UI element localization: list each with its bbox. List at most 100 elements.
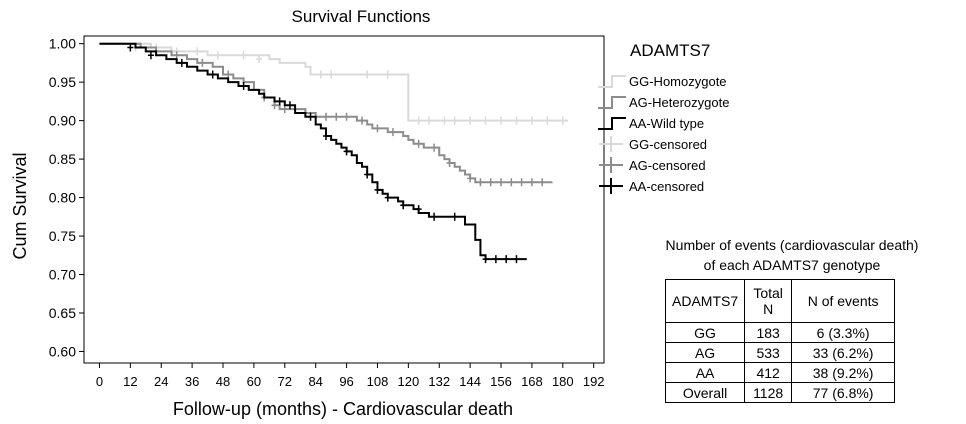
censor-mark-aa-wild-type <box>127 43 134 52</box>
censor-mark-ag-heterozygote <box>333 112 340 121</box>
y-tick-label: 0.70 <box>49 267 76 283</box>
censor-mark-ag-heterozygote <box>446 158 453 167</box>
x-tick-label: 48 <box>216 374 230 389</box>
x-tick-label: 168 <box>521 374 543 389</box>
censor-mark-ag-heterozygote <box>343 112 350 121</box>
censor-mark-aa-wild-type <box>178 58 185 67</box>
x-tick-label: 132 <box>428 374 450 389</box>
y-tick-label: 0.85 <box>49 151 76 167</box>
censor-mark-gg-homozygote <box>214 51 221 60</box>
genotype-cell: AG <box>664 342 746 363</box>
events-table-title: Number of events (cardiovascular death) … <box>618 235 966 275</box>
legend-label: AG-censored <box>629 158 706 173</box>
y-tick-label: 0.75 <box>49 228 76 244</box>
censor-mark-gg-homozygote <box>498 116 505 125</box>
series-layer <box>99 42 568 264</box>
censor-mark-ag-heterozygote <box>322 112 329 121</box>
censor-mark-aa-wild-type <box>374 185 381 194</box>
censor-mark-aa-wild-type <box>482 255 489 264</box>
x-axis-label: Follow-up (months) - Cardiovascular deat… <box>173 399 513 419</box>
x-tick-label: 36 <box>185 374 199 389</box>
y-tick-label: 0.60 <box>49 343 76 359</box>
censor-mark-ag-heterozygote <box>374 124 381 133</box>
legend: ADAMTS7 GG-Homozygote AG-Heterozygote AA-W… <box>598 41 729 194</box>
legend-censor-marker <box>599 136 623 152</box>
censor-mark-aa-wild-type <box>209 70 216 79</box>
events-title-line-2: of each ADAMTS7 genotype <box>703 257 881 273</box>
events-header-row: ADAMTS7 Total N N of events <box>664 279 896 323</box>
table-row: AA 412 38 (9.2%) <box>664 362 896 383</box>
censor-mark-gg-homozygote <box>240 51 247 60</box>
events-table: ADAMTS7 Total N N of events GG 183 6 (3.… <box>664 279 896 403</box>
censor-mark-ag-heterozygote <box>271 101 278 110</box>
legend-censor-marker <box>599 157 623 173</box>
table-row: Overall 1128 77 (6.8%) <box>664 382 896 403</box>
legend-title: ADAMTS7 <box>630 41 710 60</box>
y-tick-label: 0.95 <box>49 74 76 90</box>
censor-mark-ag-heterozygote <box>415 139 422 148</box>
censor-mark-gg-homozygote <box>451 116 458 125</box>
censor-mark-gg-homozygote <box>194 47 201 56</box>
censor-mark-aa-wild-type <box>431 212 438 221</box>
legend-label: GG-Homozygote <box>629 74 727 89</box>
x-tick-label: 72 <box>278 374 292 389</box>
censor-mark-aa-wild-type <box>492 255 499 264</box>
censor-mark-aa-wild-type <box>364 170 371 179</box>
censor-mark-gg-homozygote <box>256 55 263 64</box>
genotype-cell: GG <box>664 322 746 343</box>
censor-mark-gg-homozygote <box>364 70 371 79</box>
censor-mark-aa-wild-type <box>513 255 520 264</box>
y-tick-label: 0.65 <box>49 305 76 321</box>
censor-mark-ag-heterozygote <box>528 178 535 187</box>
censor-mark-aa-wild-type <box>307 112 314 121</box>
legend-label: GG-censored <box>629 137 707 152</box>
censor-mark-aa-wild-type <box>322 132 329 141</box>
x-tick-label: 96 <box>339 374 353 389</box>
x-tick-label: 60 <box>247 374 261 389</box>
x-tick-label: 120 <box>398 374 420 389</box>
legend-label: AA-censored <box>629 179 704 194</box>
legend-label: AA-Wild type <box>629 116 704 131</box>
censor-mark-aa-wild-type <box>400 201 407 210</box>
header-n-events: N of events <box>791 279 896 323</box>
x-tick-label: 192 <box>583 374 605 389</box>
censor-mark-gg-homozygote <box>317 70 324 79</box>
chart-title: Survival Functions <box>292 7 431 26</box>
censor-mark-ag-heterozygote <box>173 51 180 60</box>
x-tick-label: 24 <box>154 374 168 389</box>
censor-mark-gg-homozygote <box>482 116 489 125</box>
x-tick-label: 84 <box>308 374 322 389</box>
censor-mark-ag-heterozygote <box>477 178 484 187</box>
x-tick-label: 156 <box>490 374 512 389</box>
censor-mark-gg-homozygote <box>425 116 432 125</box>
total-n-cell: 533 <box>744 342 793 363</box>
genotype-cell: Overall <box>664 382 746 403</box>
total-n-cell: 412 <box>744 362 793 383</box>
series-line-gg-homozygote <box>99 42 568 122</box>
censor-mark-ag-heterozygote <box>508 178 515 187</box>
censor-mark-gg-homozygote <box>441 116 448 125</box>
censor-mark-gg-homozygote <box>328 70 335 79</box>
events-cell: 38 (9.2%) <box>791 362 896 383</box>
legend-line-marker <box>598 96 626 109</box>
series-line-aa-wild-type <box>99 42 527 261</box>
header-total-n: Total N <box>744 279 793 323</box>
x-tick-label: 144 <box>459 374 481 389</box>
x-tick-label: 12 <box>123 374 137 389</box>
x-tick-label: 0 <box>96 374 103 389</box>
censor-mark-ag-heterozygote <box>225 70 232 79</box>
censor-mark-gg-homozygote <box>528 116 535 125</box>
genotype-cell: AA <box>664 362 746 383</box>
table-row: GG 183 6 (3.3%) <box>664 322 896 343</box>
total-n-cell: 1128 <box>744 382 793 403</box>
events-cell: 33 (6.2%) <box>791 342 896 363</box>
censor-mark-gg-homozygote <box>544 116 551 125</box>
censor-mark-gg-homozygote <box>384 70 391 79</box>
censor-mark-ag-heterozygote <box>281 105 288 114</box>
censor-mark-aa-wild-type <box>503 255 510 264</box>
censor-mark-aa-wild-type <box>415 205 422 214</box>
events-cell: 77 (6.8%) <box>791 382 896 403</box>
y-tick-label: 0.80 <box>49 190 76 206</box>
censor-mark-aa-wild-type <box>286 101 293 110</box>
legend-censor-marker <box>599 178 623 194</box>
